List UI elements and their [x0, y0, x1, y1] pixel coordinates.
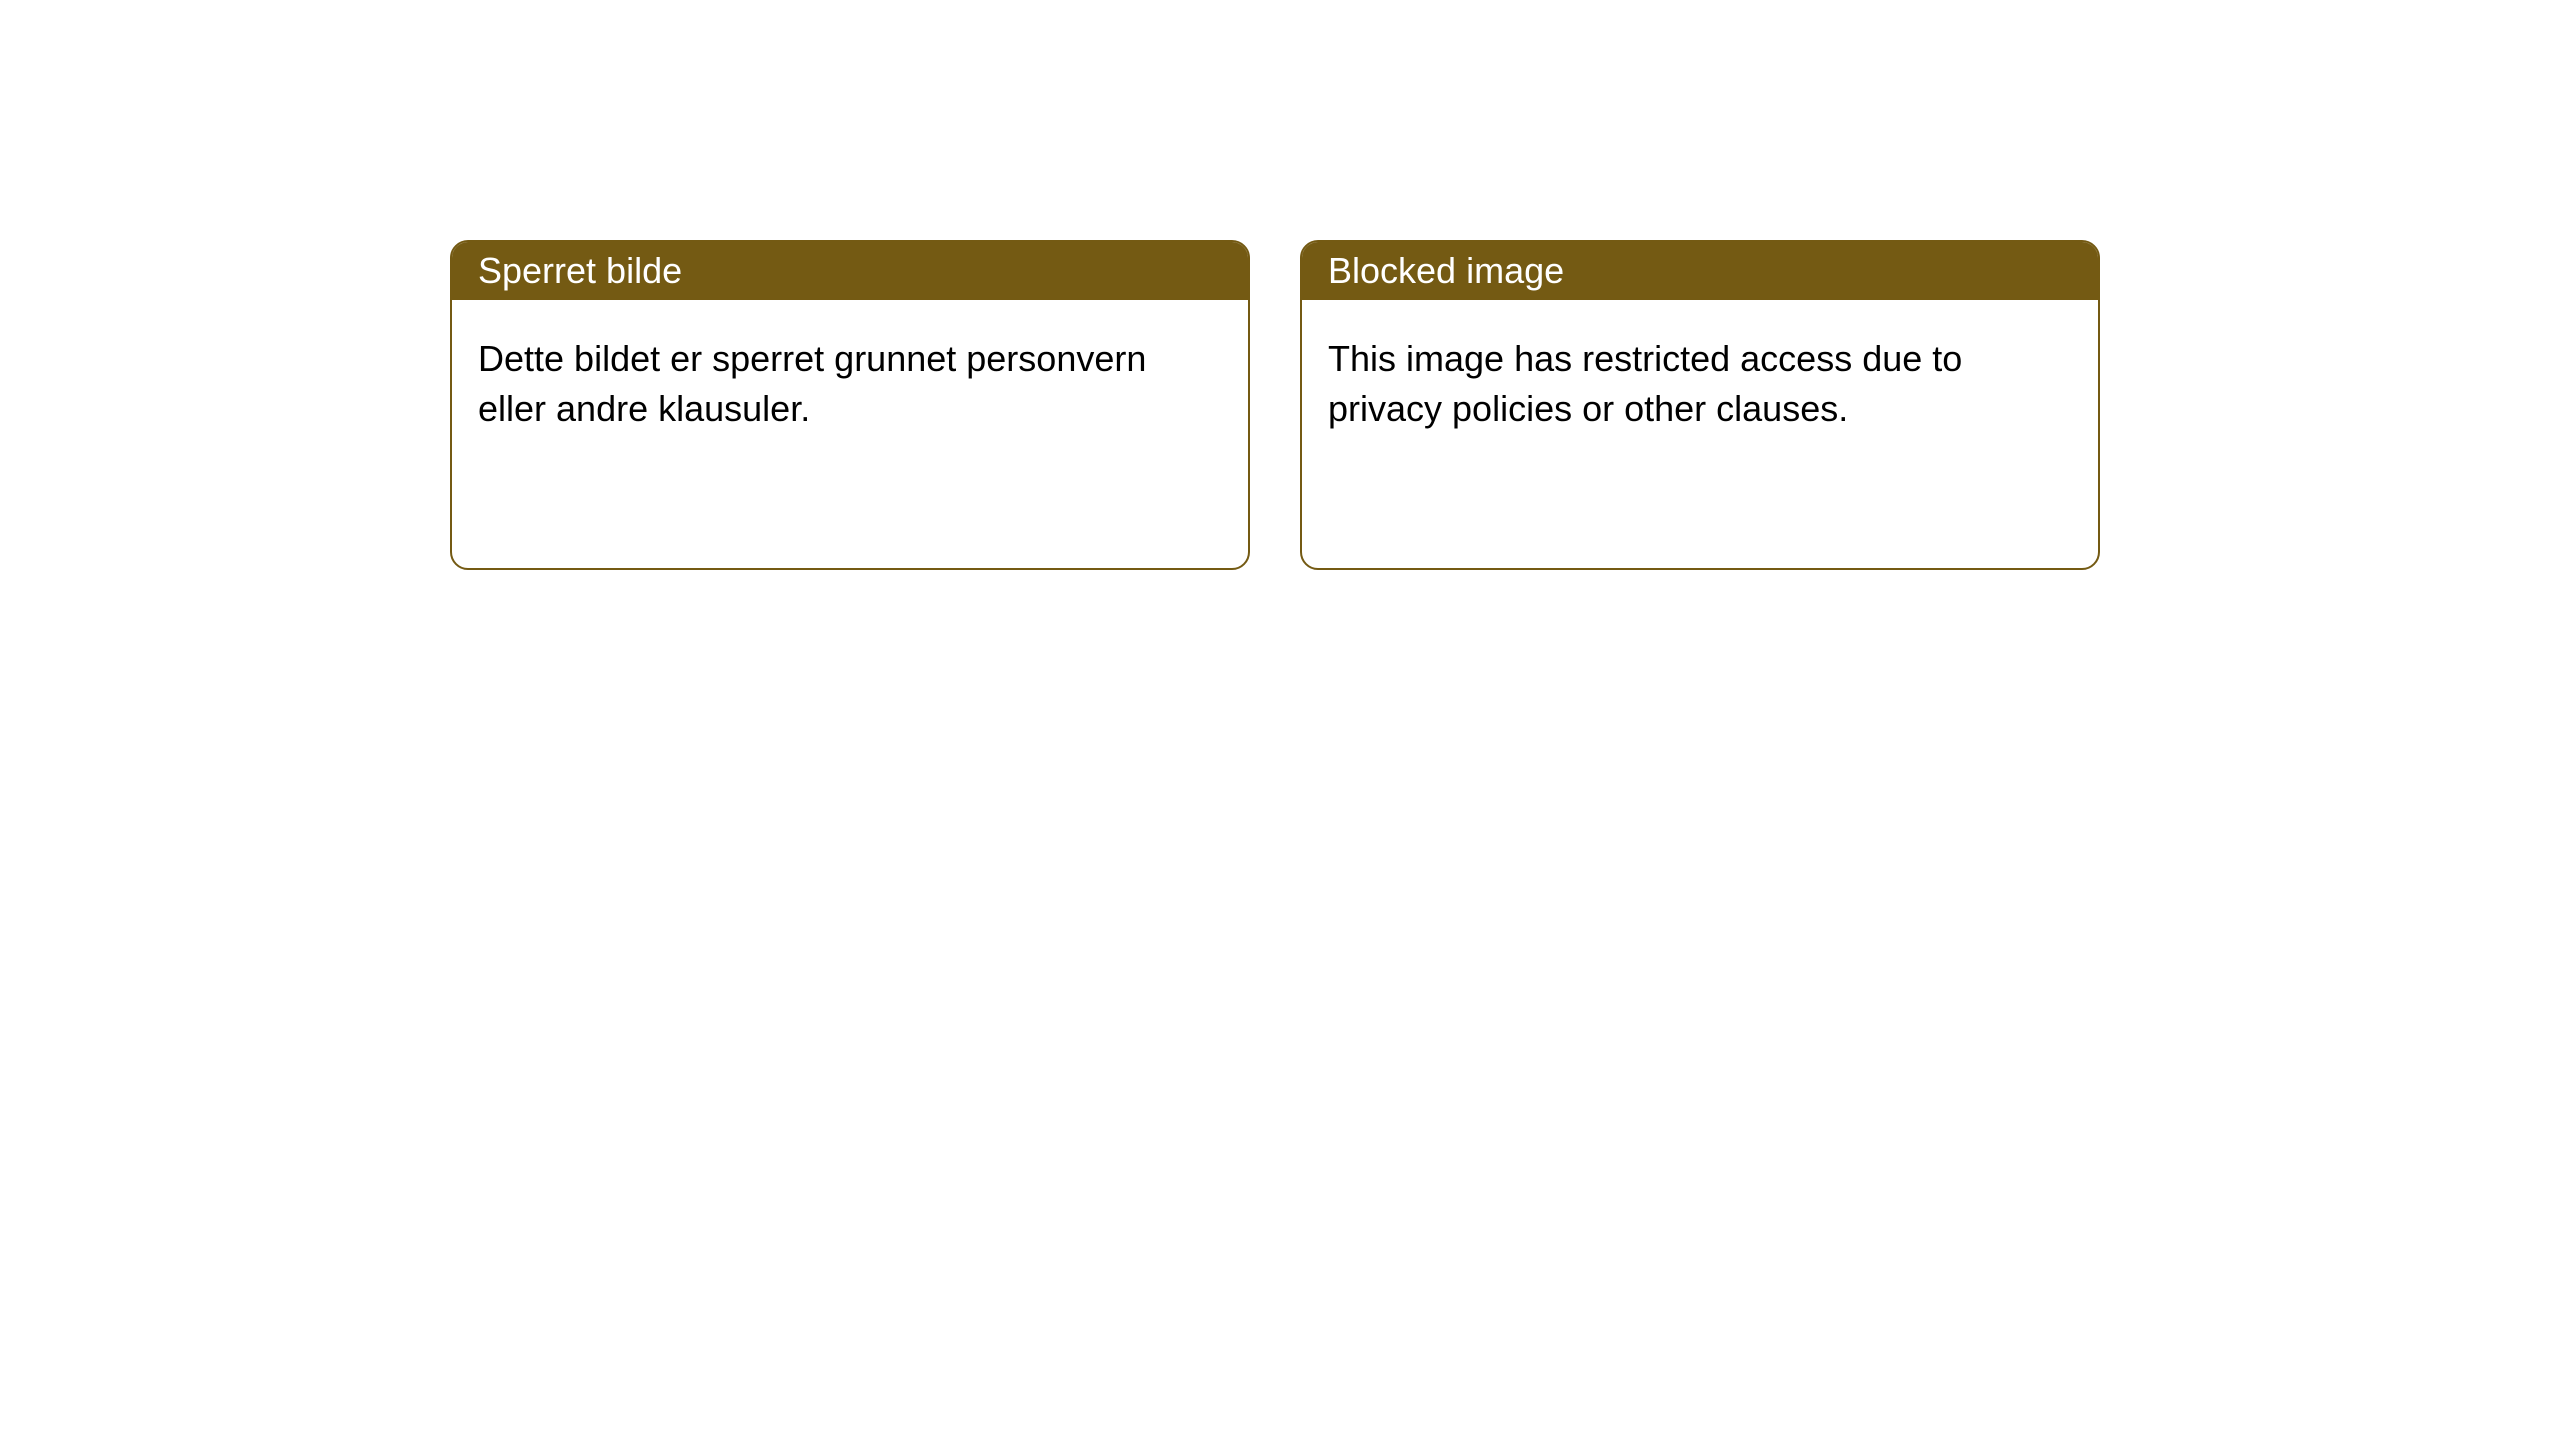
cards-container: Sperret bilde Dette bildet er sperret gr… — [0, 0, 2560, 570]
card-title: Blocked image — [1328, 250, 1564, 291]
card-body-text: Dette bildet er sperret grunnet personve… — [478, 338, 1146, 429]
card-body-text: This image has restricted access due to … — [1328, 338, 1962, 429]
card-title: Sperret bilde — [478, 250, 682, 291]
card-header: Blocked image — [1302, 242, 2098, 300]
card-body: This image has restricted access due to … — [1302, 300, 2098, 469]
blocked-image-card-english: Blocked image This image has restricted … — [1300, 240, 2100, 570]
blocked-image-card-norwegian: Sperret bilde Dette bildet er sperret gr… — [450, 240, 1250, 570]
card-body: Dette bildet er sperret grunnet personve… — [452, 300, 1248, 469]
card-header: Sperret bilde — [452, 242, 1248, 300]
